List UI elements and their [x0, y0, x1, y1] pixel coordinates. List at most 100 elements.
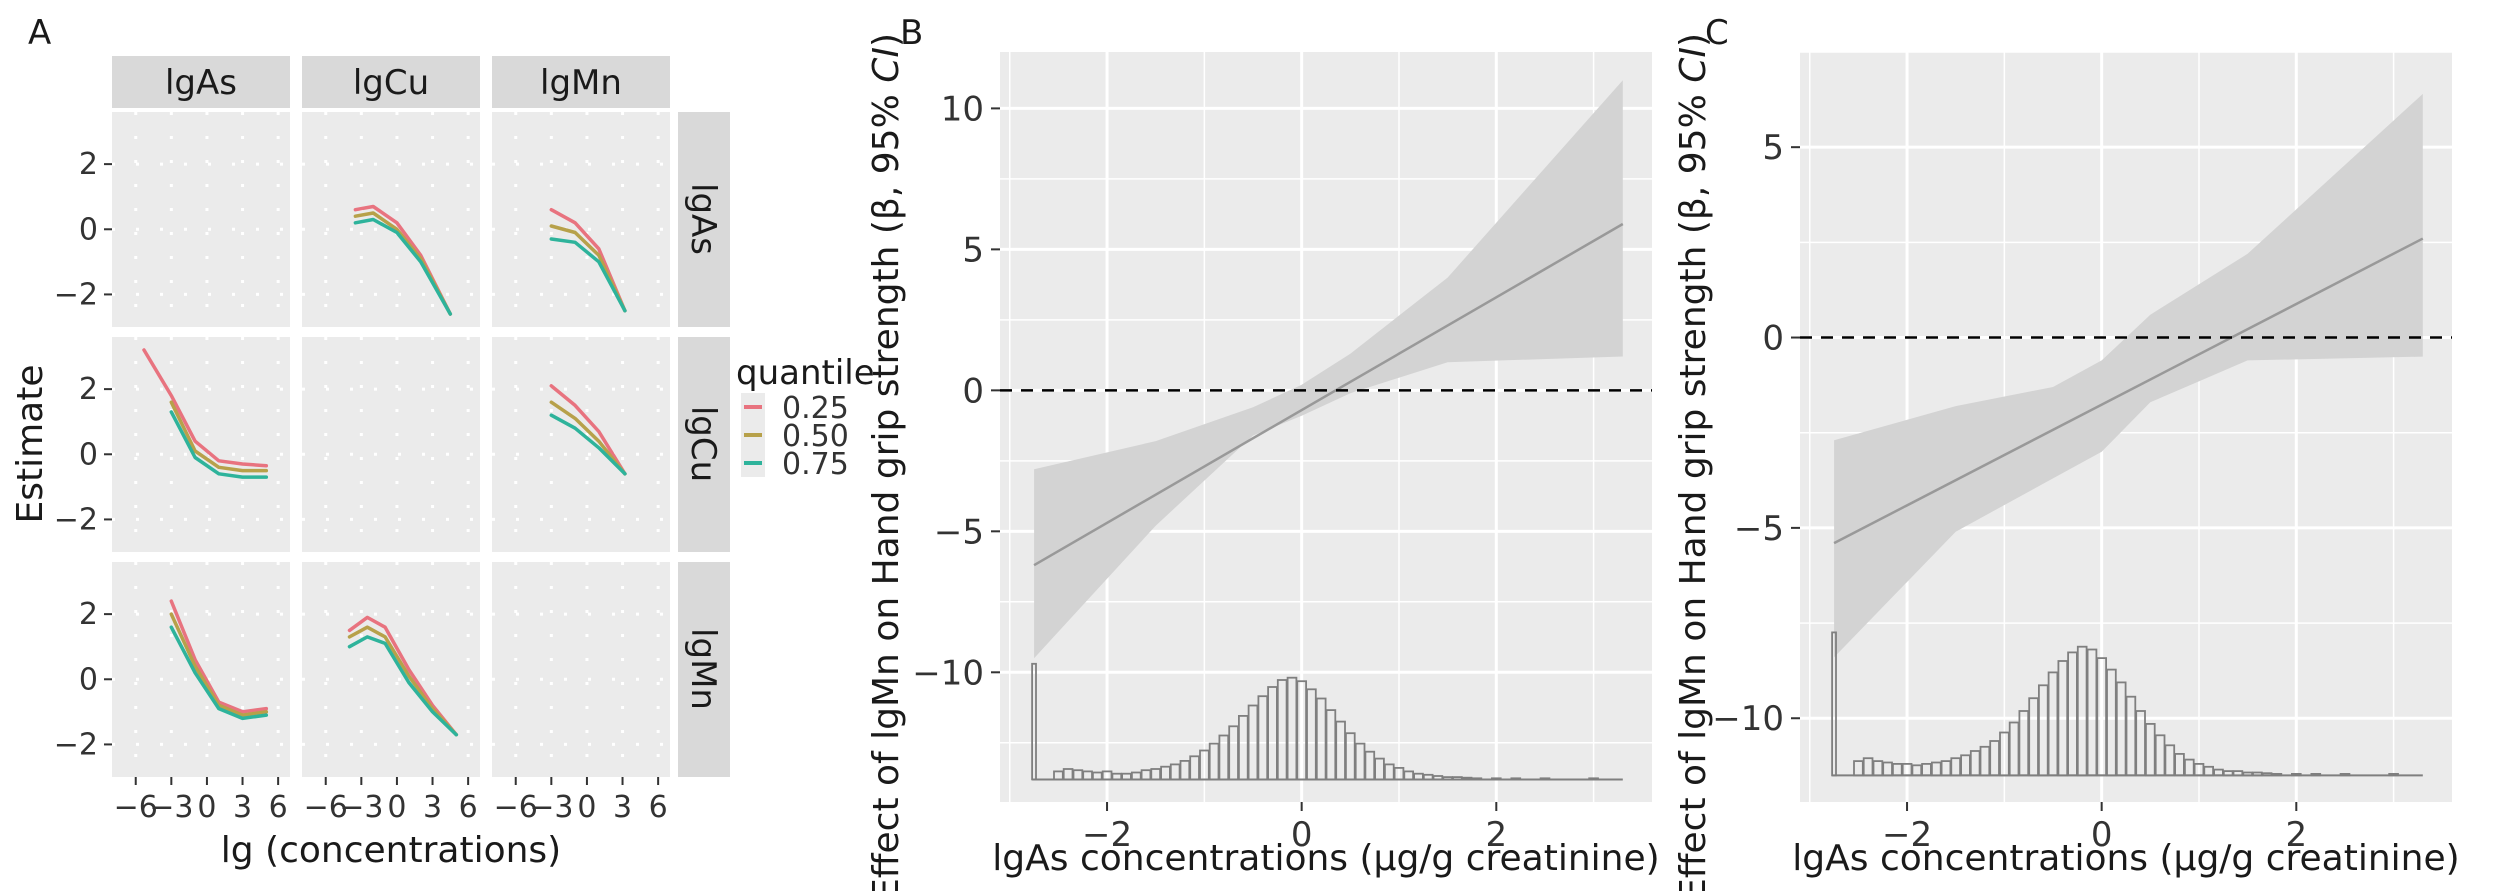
- facet-r1-c2-quantile-0.75-line: [353, 217, 453, 316]
- facet-row3-ytick-label-0: −2: [54, 727, 98, 762]
- facet-r2-c3-quantile-0.75-line: [549, 413, 627, 476]
- c-xtick-label-1: 0: [2091, 815, 2113, 855]
- row-strip-2-label: lgCu: [683, 406, 723, 482]
- panel-b-x-axis-title: lgAs concentrations (μg/g creatinine): [992, 838, 1659, 879]
- facet-col1-xtick-label-1: −3: [149, 790, 193, 825]
- facet-r2-c1-quantile-0.50-line: [169, 400, 269, 473]
- facet-row1-ytick-label-1: 0: [79, 212, 98, 247]
- panel-b-y-ticks: −10 −5 0 5 10: [912, 89, 1000, 693]
- facet-col2-xtick-label-0: −6: [304, 790, 348, 825]
- panel-a-y-axis-title: Estimate: [10, 364, 51, 523]
- facet-r2-c1-quantile-0.25-line: [142, 348, 269, 468]
- facet-col1-xtick-label-4: 6: [269, 790, 288, 825]
- b-xtick-label-0: −2: [1082, 815, 1132, 855]
- facet-col1-xtick-label-3: 3: [233, 790, 252, 825]
- facet-col2-xtick-label-4: 6: [459, 790, 478, 825]
- row-strip-3-label: lgMn: [683, 628, 723, 710]
- panel-b-y-title-main: Effect of lgMn on Hand grip strength (β,…: [866, 83, 907, 891]
- facet-row2-ytick-label-2: 2: [79, 372, 98, 407]
- facet-col1-xtick-label-0: −6: [114, 790, 158, 825]
- b-ytick-label-1: −5: [934, 512, 984, 552]
- row-strip-3-bg: [678, 562, 730, 777]
- facet-col3-xtick-label-4: 6: [649, 790, 668, 825]
- facet-bg-r2-c3: [492, 337, 670, 552]
- panel-b-y-title-ci: CI: [866, 47, 907, 83]
- facet-col3-xtick-label-1: −3: [529, 790, 573, 825]
- facet-col3-xtick-label-2: 0: [577, 790, 596, 825]
- panel-c-y-ticks: −10 −5 0 5: [1712, 128, 1800, 739]
- legend-label-3: 0.75: [782, 447, 849, 482]
- c-ytick-label-3: 5: [1762, 128, 1784, 168]
- facet-col1-xtick-label-2: 0: [197, 790, 216, 825]
- col-strip-2: lgCu: [302, 56, 480, 108]
- c-ytick-label-1: −5: [1734, 509, 1784, 549]
- c-ytick-label-2: 0: [1762, 319, 1784, 359]
- panel-b-y-axis-title: Effect of lgMn on Hand grip strength (β,…: [866, 33, 907, 891]
- row-strip-2-bg: [678, 337, 730, 552]
- b-ytick-label-4: 10: [941, 89, 984, 129]
- facet-col3-xtick-label-3: 3: [613, 790, 632, 825]
- col-strip-1: lgAs: [112, 56, 290, 108]
- facet-r3-c1-quantile-0.50-line: [169, 612, 269, 717]
- facet-col3-xtick-label-0: −6: [494, 790, 538, 825]
- legend-label-2: 0.50: [782, 419, 849, 454]
- legend-entry-3: 0.75: [741, 447, 849, 482]
- legend-title: quantile: [736, 353, 875, 393]
- legend-label-1: 0.25: [782, 391, 849, 426]
- facet-r3-c2-quantile-0.25-line: [347, 615, 459, 737]
- col-strip-2-bg: [302, 56, 480, 108]
- quantile-legend: quantile 0.25 0.50 0.75: [736, 353, 875, 482]
- facet-r3-c2-quantile-0.75-line: [347, 635, 459, 737]
- b-ytick-label-3: 5: [962, 230, 984, 270]
- c-xtick-label-0: −2: [1882, 815, 1932, 855]
- panel-c-y-axis-title: Effect of lgMn on Hand grip strength (β,…: [1673, 33, 1714, 891]
- facet-bg-r1-c1: [112, 112, 290, 327]
- b-ytick-label-2: 0: [962, 371, 984, 411]
- panel-b-confidence-ribbon: [1034, 80, 1623, 659]
- facet-r2-c1-quantile-0.75-line: [169, 410, 269, 479]
- panel-c-effect-line: [1833, 237, 2424, 545]
- col-strip-1-label: lgAs: [165, 63, 237, 103]
- panel-c-y-title-close: ): [1673, 33, 1714, 47]
- facet-row1-ytick-label-0: −2: [54, 277, 98, 312]
- facet-row2-ytick-label-1: 0: [79, 437, 98, 472]
- col-strip-3-label: lgMn: [540, 63, 622, 103]
- panel-c-x-axis-title: lgAs concentrations (μg/g creatinine): [1792, 838, 2459, 879]
- facet-bg-r2-c2: [302, 337, 480, 552]
- facet-col2-xtick-label-2: 0: [387, 790, 406, 825]
- facet-col2-xtick-label-1: −3: [339, 790, 383, 825]
- figure-label-c: C: [1705, 13, 1729, 53]
- c-xtick-label-2: 2: [2285, 815, 2307, 855]
- panel-c-plot: −10 −5 0 5 −2 0 2 lgAs concentrations (μg/g c…: [1673, 33, 2460, 891]
- c-ytick-label-0: −10: [1712, 699, 1784, 739]
- panel-c-y-title-ci: CI: [1673, 47, 1714, 83]
- facet-r3-c1-quantile-0.75-line: [169, 625, 269, 721]
- col-strip-1-bg: [112, 56, 290, 108]
- facet-bg-r3-c2: [302, 562, 480, 777]
- b-ytick-label-0: −10: [912, 653, 984, 693]
- panel-b-histogram: [1031, 662, 1623, 781]
- legend-entry-1: 0.25: [741, 391, 849, 426]
- panel-c-y-title-main: Effect of lgMn on Hand grip strength (β,…: [1673, 83, 1714, 891]
- panel-b-effect-line: [1033, 222, 1624, 567]
- facet-row3-ytick-label-1: 0: [79, 662, 98, 697]
- facet-col2-xtick-label-3: 3: [423, 790, 442, 825]
- facet-y-ticks: −2 0 2 −2 0 2 −2 0 2: [54, 147, 112, 762]
- col-strip-3: lgMn: [492, 56, 670, 108]
- facet-bg-r1-c3: [492, 112, 670, 327]
- facet-r2-c3-quantile-0.25-line: [549, 384, 627, 476]
- panel-b-x-ticks: −2 0 2: [1082, 802, 1507, 855]
- facet-x-ticks: −6−3 0 3 6 −6−3 0 3 6 −6−3 0 3 6: [114, 777, 668, 825]
- facet-row2-ytick-label-0: −2: [54, 502, 98, 537]
- facet-lines: [142, 204, 627, 737]
- row-strip-3: lgMn: [678, 562, 730, 777]
- legend-entry-2: 0.50: [741, 419, 849, 454]
- panel-c-histogram: [1831, 631, 2423, 777]
- row-strip-1-label: lgAs: [683, 183, 723, 255]
- panel-c-confidence-ribbon: [1834, 93, 2423, 658]
- row-strip-2: lgCu: [678, 337, 730, 552]
- facet-backgrounds: [112, 112, 670, 777]
- figure-label-b: B: [900, 13, 923, 53]
- row-strip-1-bg: [678, 112, 730, 327]
